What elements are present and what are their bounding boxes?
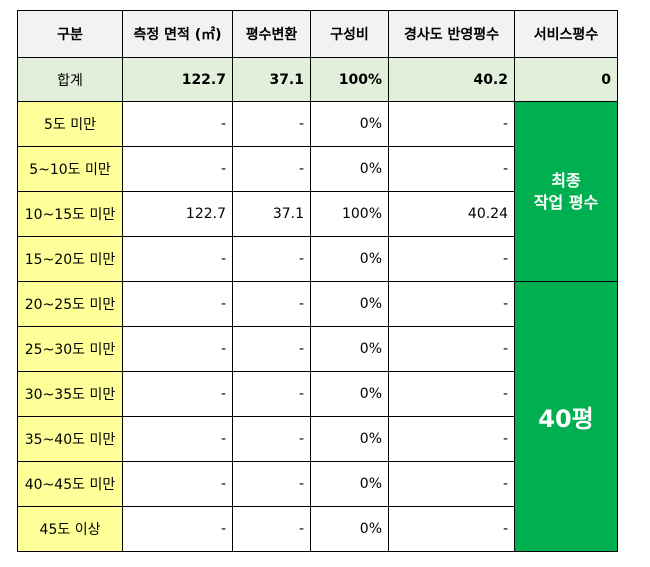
header-service: 서비스평수 (514, 10, 618, 58)
final-pyeong-value-cell: 40평 (514, 281, 618, 552)
ratio-cell: 0% (310, 146, 389, 192)
range-cell: 15~20도 미만 (17, 236, 123, 282)
slope-pyeong-cell: - (388, 371, 515, 417)
total-area: 122.7 (122, 57, 233, 102)
slope-area-table: 구분 측정 면적 (㎡) 평수변환 구성비 경사도 반영평수 서비스평수 합계 … (17, 10, 618, 552)
range-cell: 45도 이상 (17, 506, 123, 552)
pyeong-cell: - (232, 506, 311, 552)
area-cell: - (122, 461, 233, 507)
total-ratio: 100% (310, 57, 389, 102)
area-cell: 122.7 (122, 191, 233, 237)
final-pyeong-value: 40평 (538, 405, 594, 433)
slope-pyeong-cell: - (388, 101, 515, 147)
slope-pyeong-cell: - (388, 146, 515, 192)
pyeong-cell: - (232, 461, 311, 507)
area-cell: - (122, 101, 233, 147)
range-cell: 5~10도 미만 (17, 146, 123, 192)
table-row: 45도 이상 - - 0% - (17, 506, 618, 552)
slope-pyeong-cell: 40.24 (388, 191, 515, 237)
table-row: 5~10도 미만 - - 0% - (17, 146, 618, 192)
total-slope-pyeong: 40.2 (388, 57, 515, 102)
range-cell: 10~15도 미만 (17, 191, 123, 237)
pyeong-cell: - (232, 326, 311, 372)
ratio-cell: 0% (310, 236, 389, 282)
total-label: 합계 (17, 57, 123, 102)
header-pyeong: 평수변환 (232, 10, 311, 58)
total-service: 0 (514, 57, 618, 102)
table-row: 40~45도 미만 - - 0% - (17, 461, 618, 507)
range-cell: 40~45도 미만 (17, 461, 123, 507)
slope-pyeong-cell: - (388, 461, 515, 507)
area-cell: - (122, 146, 233, 192)
table-row: 10~15도 미만 122.7 37.1 100% 40.24 (17, 191, 618, 237)
total-pyeong: 37.1 (232, 57, 311, 102)
pyeong-cell: - (232, 416, 311, 462)
final-pyeong-label-cell: 최종 작업 평수 (514, 101, 618, 282)
pyeong-cell: - (232, 236, 311, 282)
table-row: 20~25도 미만 - - 0% - 40평 (17, 281, 618, 552)
header-ratio: 구성비 (310, 10, 389, 58)
pyeong-cell: 37.1 (232, 191, 311, 237)
table-row: 25~30도 미만 - - 0% - (17, 326, 618, 372)
ratio-cell: 0% (310, 371, 389, 417)
area-cell: - (122, 326, 233, 372)
pyeong-cell: - (232, 371, 311, 417)
final-label-line2: 작업 평수 (533, 192, 599, 212)
table-row: 5도 미만 - - 0% - 최종 작업 평수 (17, 101, 618, 282)
slope-pyeong-cell: - (388, 326, 515, 372)
ratio-cell: 0% (310, 326, 389, 372)
header-area: 측정 면적 (㎡) (122, 10, 233, 58)
slope-pyeong-cell: - (388, 506, 515, 552)
ratio-cell: 0% (310, 281, 389, 327)
header-category: 구분 (17, 10, 123, 58)
area-cell: - (122, 236, 233, 282)
header-row: 구분 측정 면적 (㎡) 평수변환 구성비 경사도 반영평수 서비스평수 (17, 10, 618, 58)
slope-pyeong-cell: - (388, 416, 515, 462)
area-cell: - (122, 416, 233, 462)
ratio-cell: 100% (310, 191, 389, 237)
header-slope-pyeong: 경사도 반영평수 (388, 10, 515, 58)
range-cell: 20~25도 미만 (17, 281, 123, 327)
range-cell: 25~30도 미만 (17, 326, 123, 372)
pyeong-cell: - (232, 281, 311, 327)
area-cell: - (122, 371, 233, 417)
range-cell: 35~40도 미만 (17, 416, 123, 462)
slope-pyeong-cell: - (388, 236, 515, 282)
area-cell: - (122, 506, 233, 552)
pyeong-cell: - (232, 101, 311, 147)
range-cell: 5도 미만 (17, 101, 123, 147)
final-label-line1: 최종 (551, 170, 581, 190)
ratio-cell: 0% (310, 101, 389, 147)
pyeong-cell: - (232, 146, 311, 192)
table-row: 35~40도 미만 - - 0% - (17, 416, 618, 462)
total-row: 합계 122.7 37.1 100% 40.2 0 (17, 57, 618, 102)
ratio-cell: 0% (310, 461, 389, 507)
range-cell: 30~35도 미만 (17, 371, 123, 417)
slope-pyeong-cell: - (388, 281, 515, 327)
ratio-cell: 0% (310, 416, 389, 462)
table-row: 30~35도 미만 - - 0% - (17, 371, 618, 417)
ratio-cell: 0% (310, 506, 389, 552)
area-cell: - (122, 281, 233, 327)
